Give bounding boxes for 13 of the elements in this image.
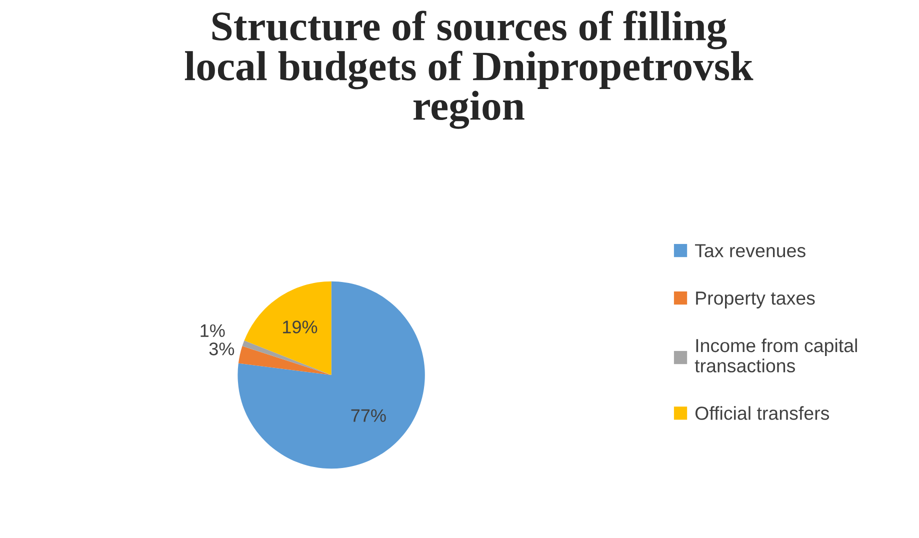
data-label: 1% <box>200 324 225 337</box>
chart-title: Structure of sources of filling local budgets of Dnipropetrovsk region <box>184 10 754 129</box>
data-label: 77% <box>351 409 386 422</box>
legend-label: Tax revenues <box>695 244 806 258</box>
legend-label: Income from capital transactions <box>694 338 857 372</box>
legend-label: Official transfers <box>695 406 830 420</box>
data-label: 19% <box>283 320 318 334</box>
legend-label: Property taxes <box>696 292 815 308</box>
data-label: 3% <box>209 342 234 356</box>
pie-slice <box>244 281 332 375</box>
pie-slice <box>242 340 332 375</box>
pie-slice <box>238 281 425 469</box>
pie-slice <box>238 346 332 375</box>
